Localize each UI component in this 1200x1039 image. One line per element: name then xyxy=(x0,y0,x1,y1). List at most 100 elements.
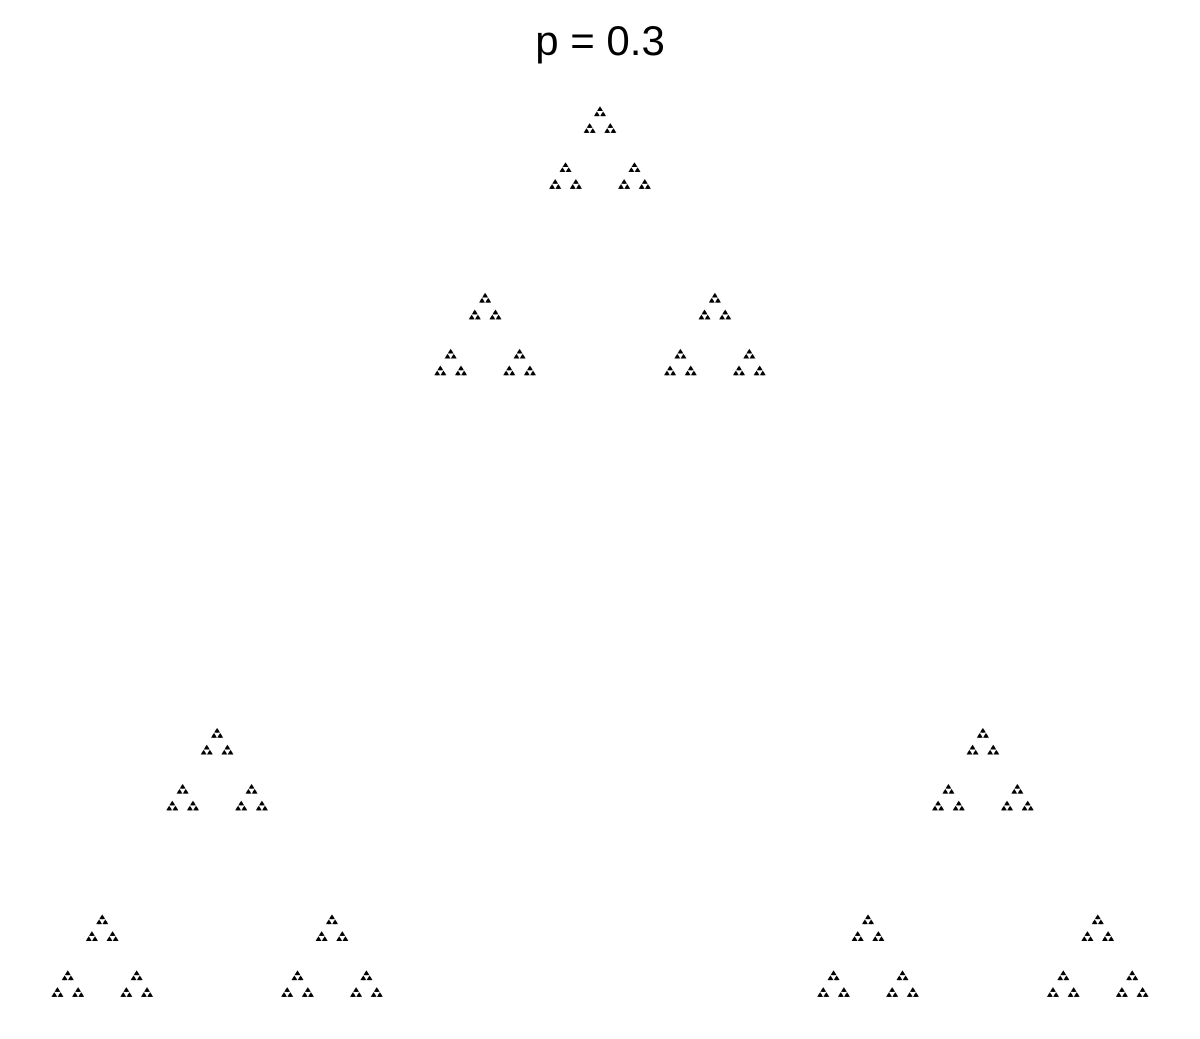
fractal-triangle-mark xyxy=(362,976,367,981)
fractal-triangle-mark xyxy=(309,993,314,997)
fractal-triangle-mark xyxy=(187,805,192,809)
fractal-triangle-mark xyxy=(664,370,669,374)
fractal-triangle-mark xyxy=(329,914,334,918)
fractal-triangle-mark xyxy=(1007,807,1012,811)
fractal-triangle-mark xyxy=(171,802,176,806)
fractal-triangle-mark xyxy=(287,993,292,997)
fractal-triangle-mark xyxy=(191,802,196,806)
fractal-triangle-mark xyxy=(1046,993,1051,997)
fractal-triangle-mark xyxy=(101,915,106,920)
fractal-triangle-mark xyxy=(1089,937,1094,941)
fractal-triangle-mark xyxy=(708,299,713,303)
fractal-triangle-mark xyxy=(634,168,639,173)
fractal-triangle-mark xyxy=(937,802,942,806)
fractal-triangle-mark xyxy=(1029,807,1034,811)
fractal-triangle-mark xyxy=(301,993,306,997)
fractal-triangle-mark xyxy=(828,975,833,979)
fractal-triangle-mark xyxy=(518,350,523,354)
fractal-triangle-mark xyxy=(138,976,143,981)
fractal-triangle-mark xyxy=(354,987,359,991)
fractal-triangle-mark xyxy=(447,350,452,354)
fractal-triangle-mark xyxy=(194,805,199,809)
fractal-triangle-mark xyxy=(174,807,179,811)
fractal-triangle-mark xyxy=(967,749,972,753)
fractal-triangle-mark xyxy=(1017,790,1022,794)
fractal-triangle-mark xyxy=(1014,785,1019,789)
fractal-triangle-mark xyxy=(974,751,979,755)
fractal-triangle-mark xyxy=(760,370,765,374)
fractal-triangle-mark xyxy=(675,353,680,358)
fractal-triangle-mark xyxy=(180,783,185,788)
fractal-triangle-mark xyxy=(687,367,692,371)
fractal-triangle-mark xyxy=(183,788,188,793)
fractal-triangle-mark xyxy=(53,993,58,997)
fractal-triangle-mark xyxy=(721,316,726,320)
fractal-triangle-mark xyxy=(887,993,892,997)
fractal-triangle-mark xyxy=(295,970,300,974)
fractal-triangle-mark xyxy=(51,993,56,997)
fractal-triangle-mark xyxy=(214,729,219,733)
fractal-triangle-mark xyxy=(358,993,363,997)
fractal-triangle-mark xyxy=(167,805,172,809)
fractal-triangle-mark xyxy=(966,751,971,755)
fractal-triangle-mark xyxy=(239,800,244,804)
fractal-triangle-mark xyxy=(1019,790,1024,794)
fractal-triangle-mark xyxy=(1069,993,1074,997)
fractal-triangle-mark xyxy=(1134,976,1139,981)
fractal-triangle-mark xyxy=(59,993,64,997)
fractal-triangle-mark xyxy=(1015,783,1020,788)
fractal-triangle-mark xyxy=(971,746,976,750)
fractal-triangle-mark xyxy=(968,751,973,755)
fractal-triangle-mark xyxy=(446,355,451,359)
fractal-triangle-mark xyxy=(1092,919,1097,923)
fractal-triangle-mark xyxy=(719,316,724,320)
fractal-triangle-mark xyxy=(504,370,509,374)
fractal-triangle-mark xyxy=(1123,993,1128,997)
fractal-triangle-mark xyxy=(912,993,918,997)
fractal-triangle-mark xyxy=(489,316,494,320)
fractal-triangle-mark xyxy=(194,807,200,811)
fractal-triangle-mark xyxy=(948,790,953,794)
fractal-triangle-mark xyxy=(564,163,569,168)
fractal-triangle-mark xyxy=(77,988,82,992)
fractal-triangle-mark xyxy=(366,976,371,981)
fractal-triangle-mark xyxy=(624,185,629,189)
fractal-triangle-mark xyxy=(1053,993,1058,997)
fractal-triangle-mark xyxy=(645,184,650,188)
fractal-triangle-mark xyxy=(943,788,948,793)
fractal-triangle-mark xyxy=(932,807,937,811)
fractal-triangle-mark xyxy=(474,316,479,320)
fractal-triangle-mark xyxy=(576,184,581,188)
fractal-triangle-mark xyxy=(487,299,492,303)
fractal-triangle-mark xyxy=(743,355,748,359)
fractal-triangle-mark xyxy=(1137,992,1142,996)
fractal-triangle-mark xyxy=(456,372,461,376)
fractal-triangle-mark xyxy=(736,365,742,369)
fractal-triangle-mark xyxy=(859,937,864,941)
fractal-triangle-mark xyxy=(305,987,310,991)
fractal-triangle-mark xyxy=(137,975,142,979)
fractal-triangle-mark xyxy=(236,805,241,809)
fractal-triangle-mark xyxy=(483,292,488,297)
fractal-triangle-mark xyxy=(490,314,495,318)
fractal-triangle-mark xyxy=(1021,807,1026,811)
fractal-triangle-mark xyxy=(556,184,561,188)
fractal-triangle-mark xyxy=(933,807,938,811)
fractal-triangle-mark xyxy=(590,128,595,132)
fractal-triangle-mark xyxy=(61,976,66,981)
fractal-triangle-mark xyxy=(1109,936,1114,940)
fractal-triangle-mark xyxy=(1063,976,1068,981)
fractal-triangle-mark xyxy=(355,988,360,992)
fractal-triangle-mark xyxy=(1119,987,1124,991)
fractal-triangle-mark xyxy=(644,185,649,189)
fractal-triangle-mark xyxy=(438,365,443,369)
fractal-triangle-mark xyxy=(251,790,256,794)
fractal-triangle-mark xyxy=(1050,987,1055,991)
fractal-triangle-mark xyxy=(1105,932,1110,936)
fractal-triangle-mark xyxy=(611,128,616,132)
fractal-triangle-mark xyxy=(992,746,997,750)
fractal-triangle-mark xyxy=(747,348,752,352)
fractal-triangle-mark xyxy=(262,805,268,809)
fractal-triangle-mark xyxy=(227,751,232,755)
fractal-triangle-mark xyxy=(890,987,895,991)
